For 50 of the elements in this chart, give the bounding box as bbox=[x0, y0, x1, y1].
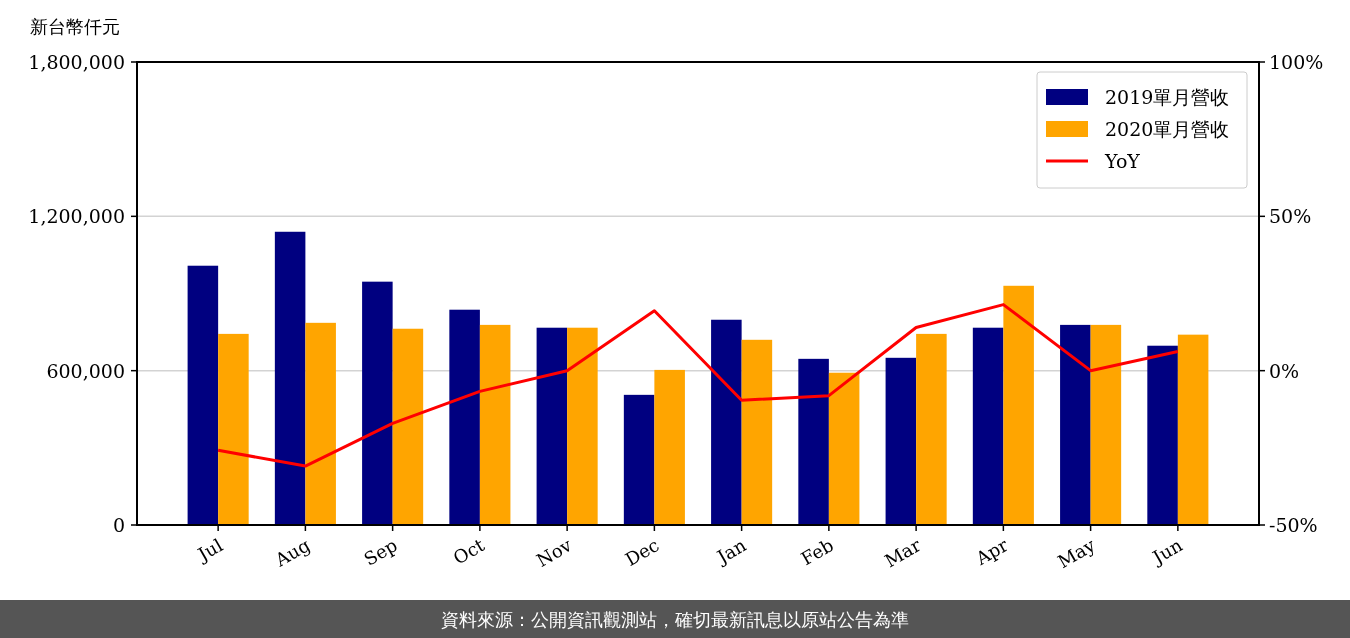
x-tick-label: Feb bbox=[797, 534, 837, 570]
x-tick-label: Jul bbox=[192, 534, 227, 566]
bar bbox=[654, 369, 685, 525]
x-tick-label: Jan bbox=[711, 534, 750, 569]
x-tick-label: Jun bbox=[1147, 534, 1187, 569]
bar bbox=[305, 322, 336, 525]
bar bbox=[1060, 324, 1091, 525]
y-tick-label: 0 bbox=[112, 514, 125, 536]
bar bbox=[885, 357, 917, 525]
bar bbox=[392, 328, 424, 525]
y2-tick-label: 0% bbox=[1269, 359, 1300, 382]
bar bbox=[1177, 334, 1209, 525]
x-tick-label: Apr bbox=[971, 534, 1012, 570]
bar bbox=[1003, 285, 1034, 525]
y-tick-label: 1,200,000 bbox=[28, 205, 125, 228]
x-tick-label: Oct bbox=[449, 533, 489, 569]
bar bbox=[567, 327, 598, 525]
x-tick-label: Mar bbox=[880, 534, 925, 572]
bar bbox=[1147, 345, 1178, 525]
y2-tick-label: 100% bbox=[1269, 51, 1324, 73]
legend-label: 2019單月營收 bbox=[1105, 86, 1230, 108]
x-tick-label: May bbox=[1054, 533, 1100, 573]
bar bbox=[828, 372, 860, 525]
bar bbox=[536, 327, 568, 525]
y2-tick-label: 50% bbox=[1269, 205, 1312, 228]
y-tick-label: 1,800,000 bbox=[28, 51, 125, 73]
bar bbox=[479, 324, 511, 525]
source-note: 資料來源：公開資訊觀測站，確切最新訊息以原站公告為準 bbox=[441, 609, 909, 630]
bar bbox=[916, 333, 947, 525]
bar bbox=[1090, 324, 1122, 525]
bar bbox=[187, 265, 219, 525]
bar bbox=[711, 319, 742, 525]
x-tick-label: Aug bbox=[270, 534, 314, 572]
y2-tick-label: -50% bbox=[1269, 514, 1318, 536]
bar bbox=[449, 309, 480, 525]
bar bbox=[218, 333, 249, 525]
bar bbox=[798, 358, 829, 525]
x-tick-label: Dec bbox=[621, 534, 663, 571]
legend-label: 2020單月營收 bbox=[1105, 118, 1230, 140]
bar bbox=[274, 231, 306, 525]
bar bbox=[972, 327, 1004, 525]
bar bbox=[362, 281, 393, 525]
legend-label: YoY bbox=[1104, 150, 1141, 172]
bar bbox=[623, 394, 655, 525]
y-axis-title: 新台幣仟元 bbox=[30, 16, 120, 37]
x-tick-label: Nov bbox=[532, 533, 576, 571]
bar bbox=[741, 339, 773, 525]
y-tick-label: 600,000 bbox=[46, 359, 125, 382]
x-tick-label: Sep bbox=[360, 534, 401, 570]
line-series bbox=[216, 303, 1180, 468]
